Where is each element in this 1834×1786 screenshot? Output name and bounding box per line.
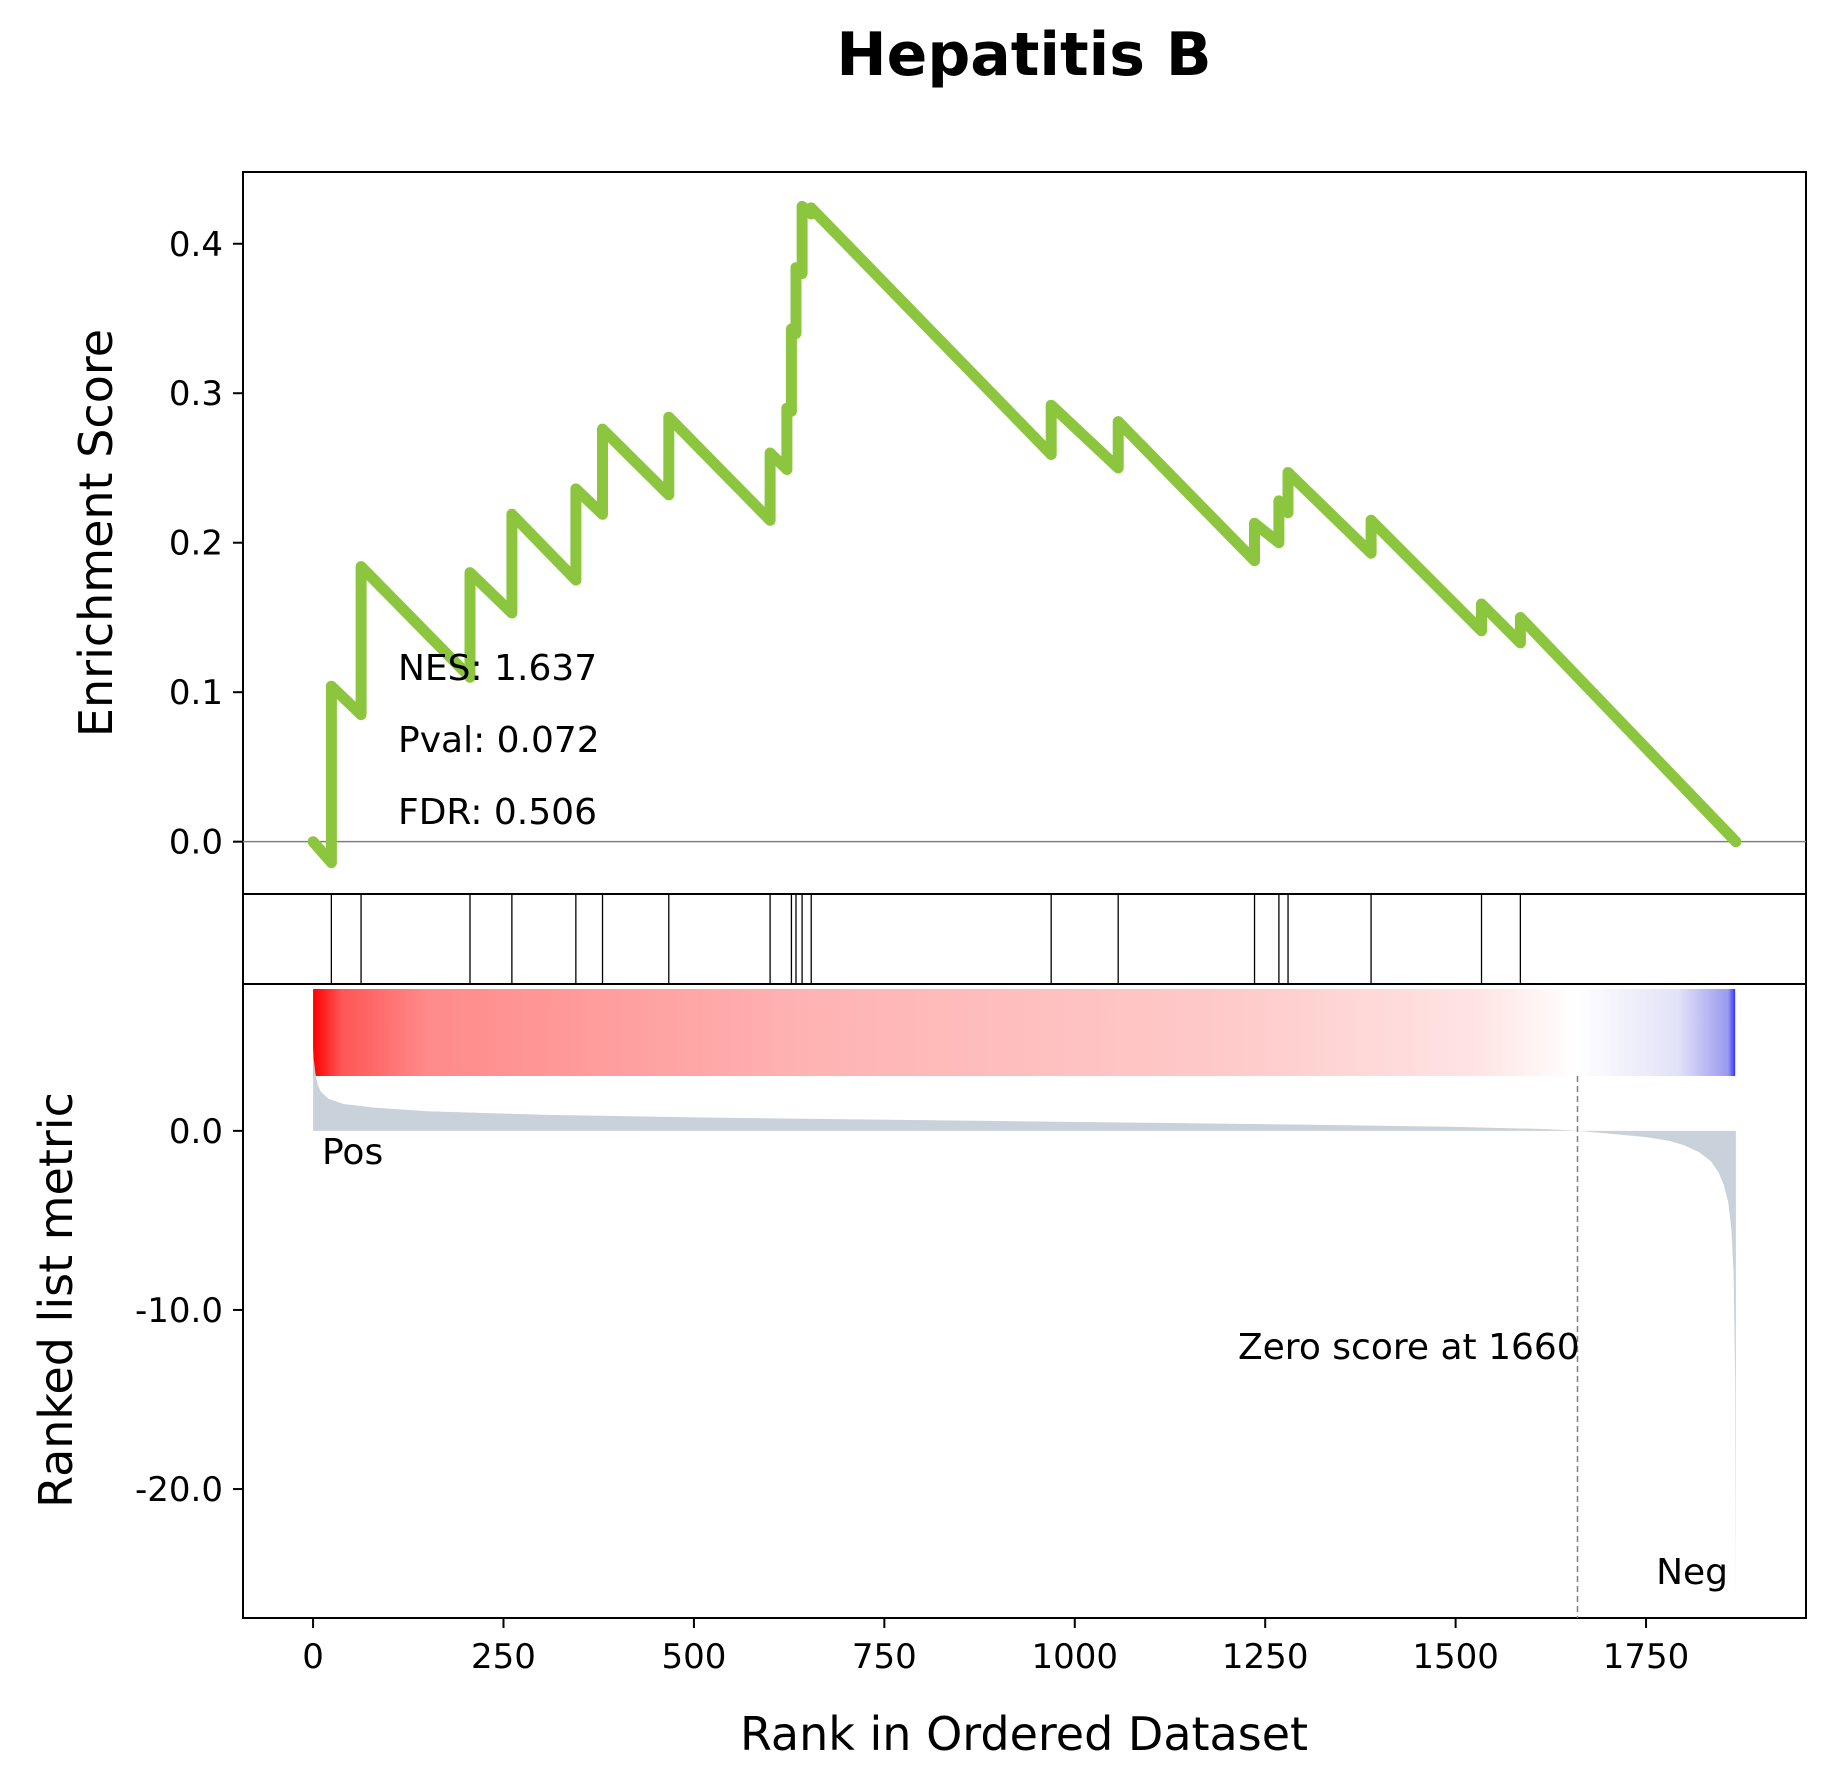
x-tick-label: 1000 [1032, 1637, 1119, 1677]
es-y-tick-label: 0.3 [169, 374, 223, 414]
ranked-metric-panel: Pos Neg Zero score at 1660 0.0 -10.0 -20.0… [29, 983, 1807, 1619]
x-tick-label: 500 [661, 1637, 726, 1677]
rank-y-ticks: 0.0 -10.0 -20.0 [135, 1112, 243, 1510]
hit-markers [330, 894, 1522, 984]
fdr-stat: FDR: 0.506 [398, 792, 597, 833]
es-y-ticks: 0.0 0.1 0.2 0.3 0.4 [169, 225, 243, 863]
enrichment-score-panel: NES: 1.637 Pval: 0.072 FDR: 0.506 0.0 0.1… [69, 171, 1807, 895]
rank-y-tick-label: 0.0 [169, 1112, 223, 1152]
chart-title: Hepatitis B [836, 20, 1211, 90]
es-y-axis-label: Enrichment Score [69, 329, 123, 737]
rank-y-tick-label: -20.0 [135, 1470, 223, 1510]
nes-stat: NES: 1.637 [398, 648, 597, 689]
es-y-tick-label: 0.2 [169, 524, 223, 564]
x-tick-label: 750 [852, 1637, 917, 1677]
es-panel-frame [242, 171, 1807, 895]
x-axis-label: Rank in Ordered Dataset [740, 1707, 1308, 1761]
x-tick-label: 0 [302, 1637, 324, 1677]
zero-score-annotation: Zero score at 1660 [1238, 1327, 1580, 1368]
rank-y-axis-label: Ranked list metric [29, 1092, 83, 1508]
rank-y-tick-label: -10.0 [135, 1291, 223, 1331]
x-axis-ticks: 0 250 500 750 1000 1250 1500 1750 [302, 1618, 1689, 1677]
pval-stat: Pval: 0.072 [398, 720, 600, 761]
x-tick-label: 1750 [1603, 1637, 1690, 1677]
es-y-tick-label: 0.1 [169, 673, 223, 713]
pos-label: Pos [322, 1132, 383, 1173]
enrichment-score-line [307, 200, 1742, 869]
rank-colorbar [313, 989, 1736, 1076]
hits-panel-frame [242, 893, 1807, 985]
hits-panel [242, 893, 1807, 985]
es-y-tick-label: 0.4 [169, 225, 223, 265]
x-tick-label: 250 [471, 1637, 536, 1677]
x-tick-label: 1250 [1222, 1637, 1309, 1677]
es-y-tick-label: 0.0 [169, 823, 223, 863]
neg-label: Neg [1656, 1552, 1728, 1593]
ranked-panel-frame [242, 983, 1807, 1619]
x-tick-label: 1500 [1412, 1637, 1499, 1677]
